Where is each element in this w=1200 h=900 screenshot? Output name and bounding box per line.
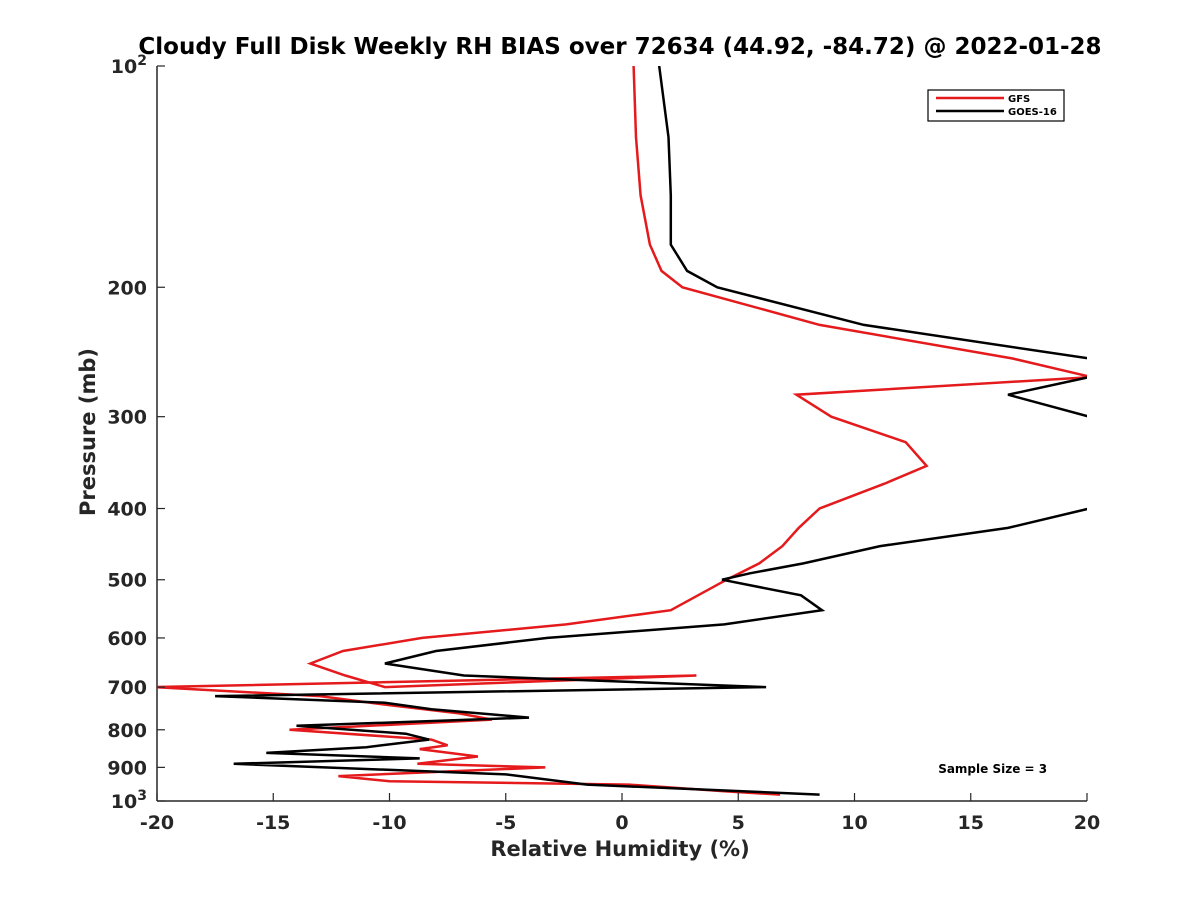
- x-tick-label: 10: [841, 812, 867, 834]
- y-tick-label: 400: [107, 499, 147, 521]
- y-tick-label: 500: [107, 570, 147, 592]
- x-tick-label: -5: [495, 812, 516, 834]
- x-tick-label: 20: [1074, 812, 1100, 834]
- y-tick-label: 600: [107, 628, 147, 650]
- legend-label: GOES-16: [1008, 107, 1057, 118]
- x-tick-label: 5: [732, 812, 745, 834]
- y-axis-ticks: 102 200 300 400 500 600 700 800 900 103: [107, 53, 165, 813]
- plot-area: [156, 66, 1087, 802]
- legend-box: [927, 89, 1065, 122]
- series-line-goes-16: [215, 66, 1087, 796]
- x-tick-label: -10: [372, 812, 406, 834]
- y-tick-label: 102: [111, 53, 147, 78]
- series-lines: [157, 66, 1087, 796]
- x-axis-label: Relative Humidity (%): [490, 837, 749, 861]
- y-tick-label: 800: [107, 720, 147, 742]
- x-axis-ticks: -20 -15 -10 -5 0 5 10 15 20: [140, 793, 1100, 834]
- series-line-gfs: [157, 66, 1087, 796]
- x-tick-label: -15: [256, 812, 290, 834]
- y-axis-label: Pressure (mb): [76, 348, 100, 516]
- sample-size-annotation: Sample Size = 3: [938, 762, 1047, 776]
- x-tick-label: -20: [140, 812, 174, 834]
- y-tick-label: 900: [107, 757, 147, 779]
- y-tick-label: 700: [107, 677, 147, 699]
- chart-title: Cloudy Full Disk Weekly RH BIAS over 726…: [138, 34, 1101, 60]
- chart-annotations: Sample Size = 3: [938, 762, 1047, 776]
- x-tick-label: 0: [615, 812, 628, 834]
- y-tick-label: 103: [111, 788, 147, 813]
- y-tick-label: 300: [107, 407, 147, 429]
- y-tick-label: 200: [107, 277, 147, 299]
- x-tick-label: 15: [958, 812, 984, 834]
- legend-label: GFS: [1008, 94, 1030, 105]
- chart-legend: GFS GOES-16: [927, 89, 1065, 122]
